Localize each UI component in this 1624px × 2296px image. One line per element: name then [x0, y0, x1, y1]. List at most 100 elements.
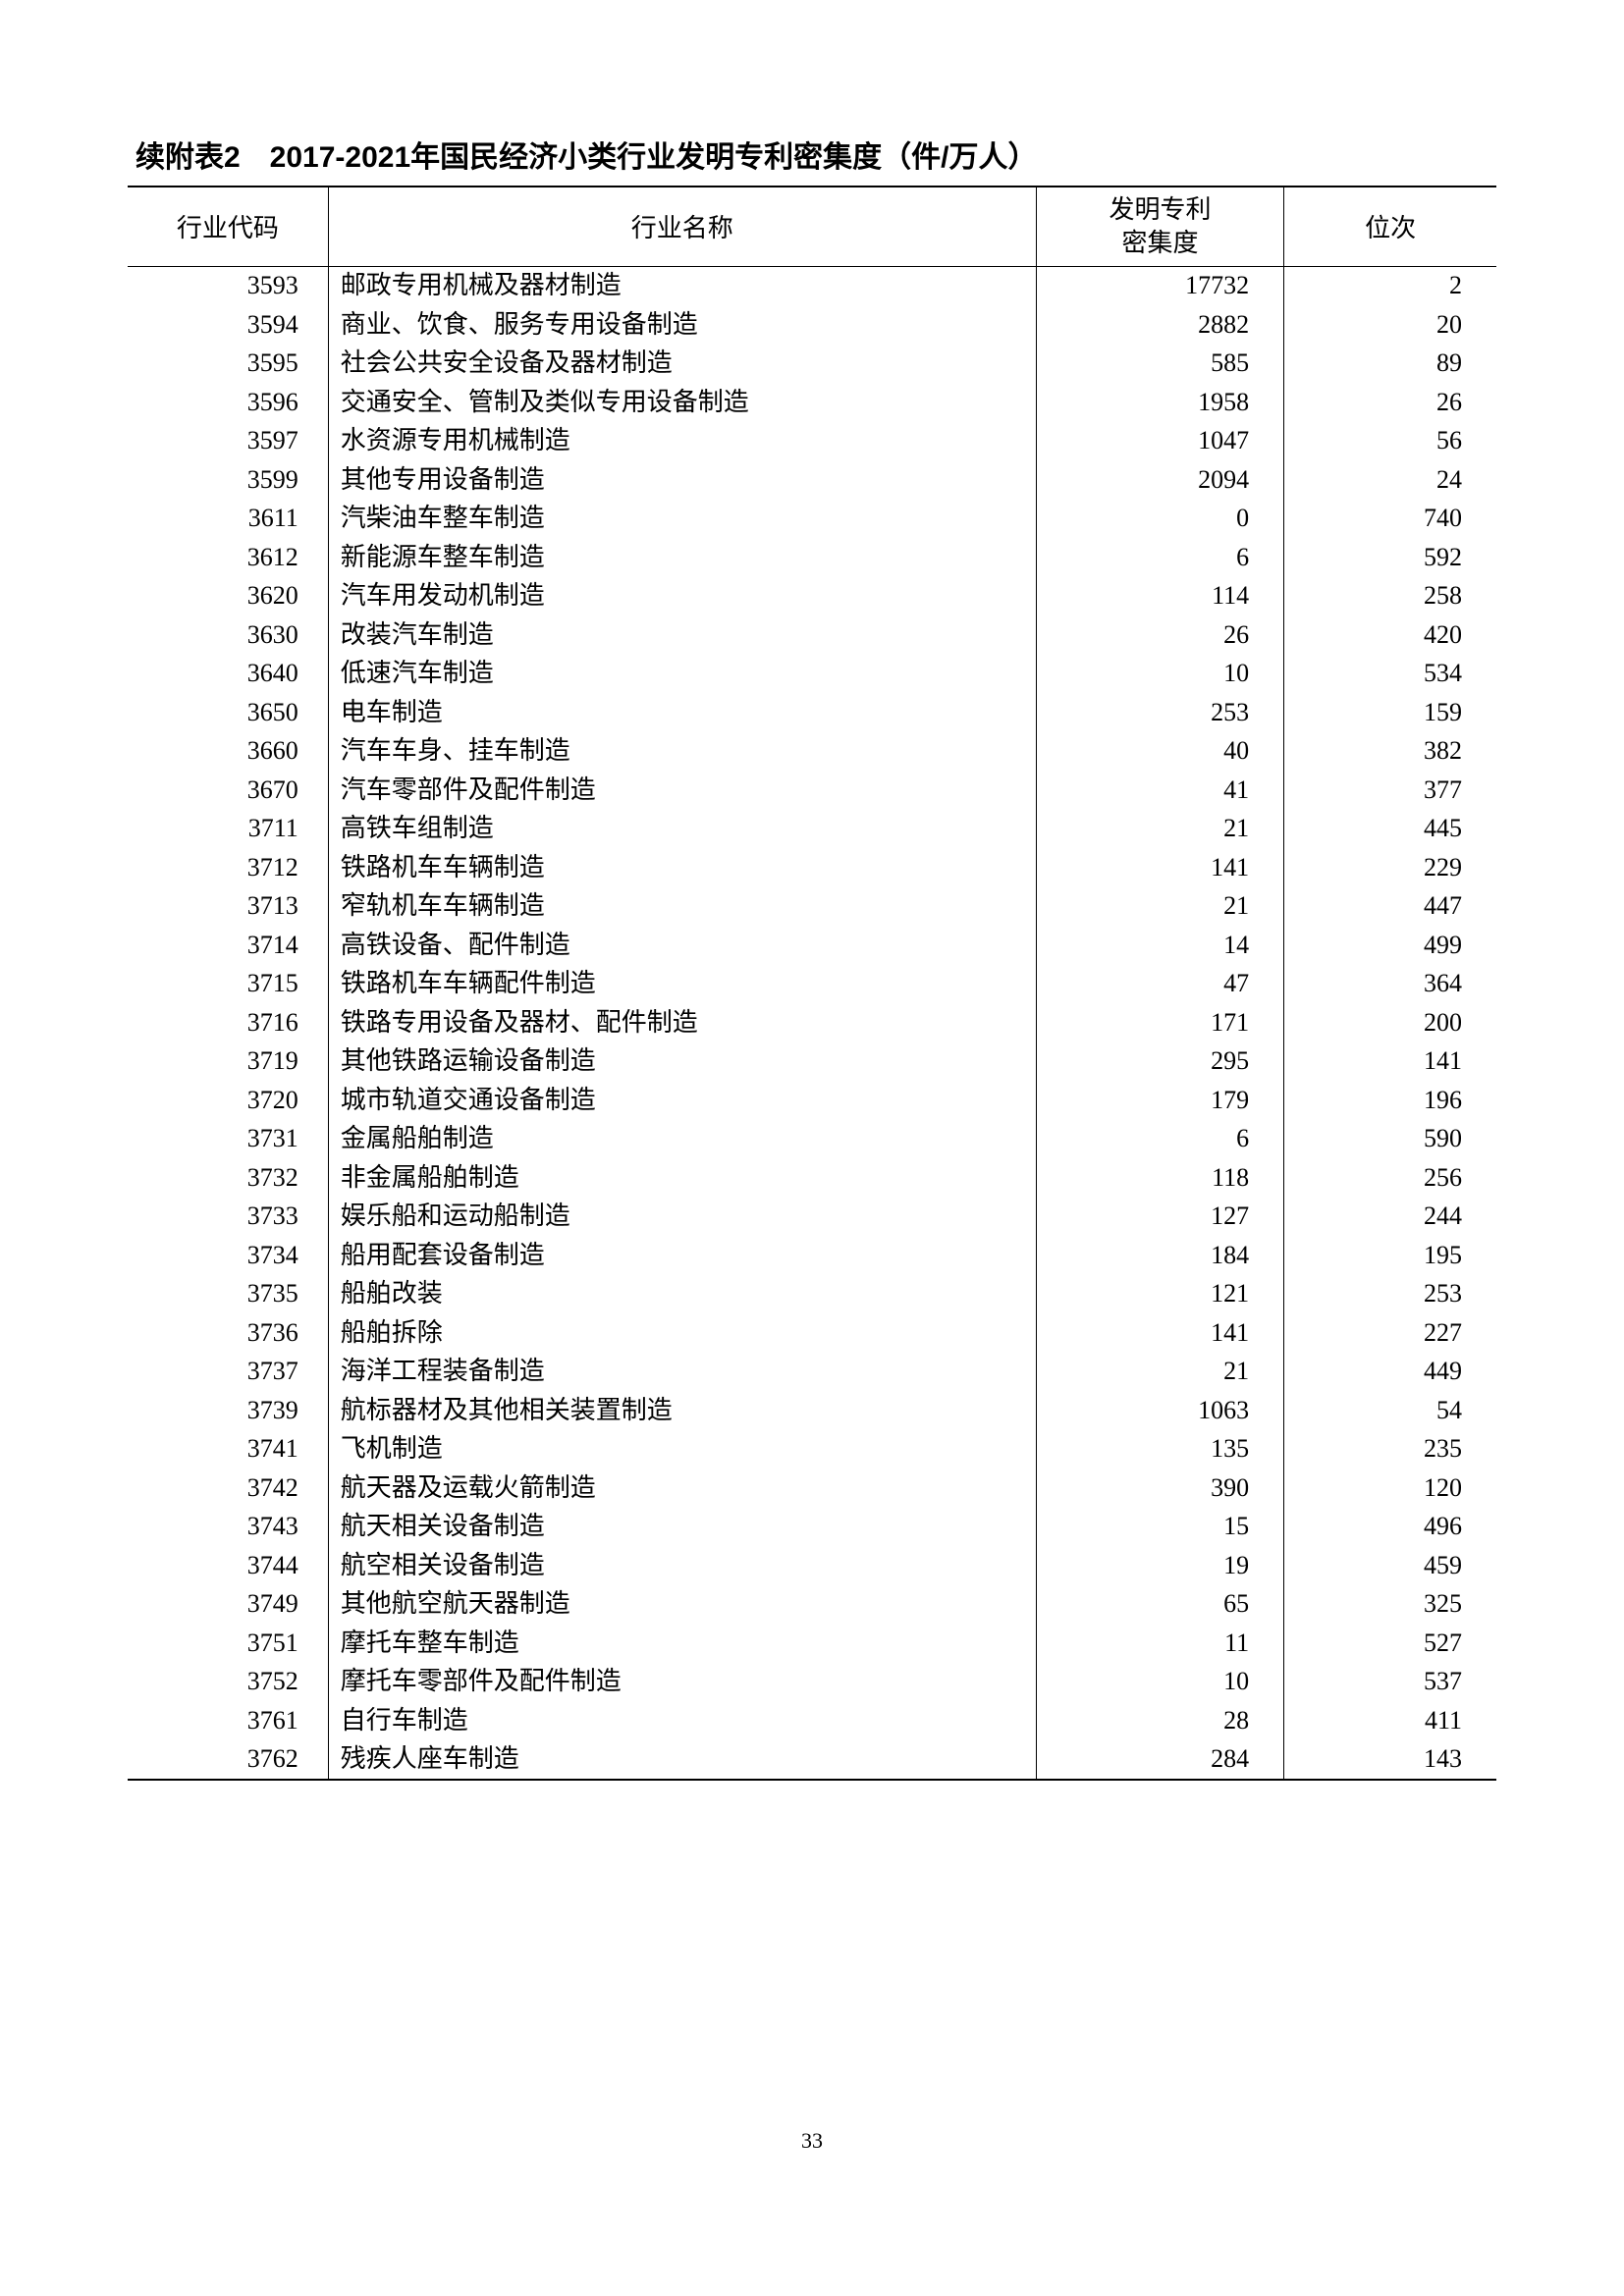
cell-name: 航标器材及其他相关装置制造: [328, 1391, 1036, 1430]
cell-density: 1063: [1036, 1391, 1283, 1430]
cell-density: 1958: [1036, 383, 1283, 422]
cell-rank: 195: [1284, 1236, 1496, 1275]
table-row: 3719其他铁路运输设备制造295141: [128, 1042, 1496, 1082]
header-density-line2: 密集度: [1121, 229, 1198, 257]
cell-rank: 382: [1284, 732, 1496, 772]
table-row: 3752摩托车零部件及配件制造10537: [128, 1663, 1496, 1702]
cell-density: 11: [1036, 1624, 1283, 1663]
table-row: 3630改装汽车制造26420: [128, 615, 1496, 655]
header-rank: 位次: [1284, 187, 1496, 266]
table-row: 3650电车制造253159: [128, 693, 1496, 732]
cell-rank: 2: [1284, 266, 1496, 305]
cell-rank: 527: [1284, 1624, 1496, 1663]
cell-code: 3742: [128, 1468, 328, 1508]
table-body: 3593邮政专用机械及器材制造1773223594商业、饮食、服务专用设备制造2…: [128, 266, 1496, 1780]
cell-rank: 235: [1284, 1430, 1496, 1469]
cell-name: 窄轨机车车辆制造: [328, 887, 1036, 927]
cell-code: 3735: [128, 1275, 328, 1314]
cell-name: 商业、饮食、服务专用设备制造: [328, 305, 1036, 345]
cell-rank: 411: [1284, 1701, 1496, 1740]
cell-density: 2094: [1036, 460, 1283, 500]
cell-rank: 89: [1284, 345, 1496, 384]
cell-code: 3731: [128, 1120, 328, 1159]
cell-code: 3736: [128, 1313, 328, 1353]
cell-density: 184: [1036, 1236, 1283, 1275]
cell-code: 3743: [128, 1508, 328, 1547]
cell-code: 3737: [128, 1353, 328, 1392]
table-row: 3744航空相关设备制造19459: [128, 1546, 1496, 1585]
table-row: 3736船舶拆除141227: [128, 1313, 1496, 1353]
cell-density: 585: [1036, 345, 1283, 384]
cell-rank: 449: [1284, 1353, 1496, 1392]
cell-name: 娱乐船和运动船制造: [328, 1198, 1036, 1237]
table-row: 3739航标器材及其他相关装置制造106354: [128, 1391, 1496, 1430]
page-container: 续附表2 2017-2021年国民经济小类行业发明专利密集度（件/万人） 行业代…: [0, 0, 1624, 1781]
cell-rank: 200: [1284, 1003, 1496, 1042]
cell-density: 21: [1036, 887, 1283, 927]
cell-density: 6: [1036, 538, 1283, 577]
cell-name: 改装汽车制造: [328, 615, 1036, 655]
cell-name: 新能源车整车制造: [328, 538, 1036, 577]
cell-rank: 120: [1284, 1468, 1496, 1508]
cell-density: 17732: [1036, 266, 1283, 305]
cell-code: 3714: [128, 926, 328, 965]
cell-name: 残疾人座车制造: [328, 1740, 1036, 1781]
table-row: 3742航天器及运载火箭制造390120: [128, 1468, 1496, 1508]
cell-code: 3752: [128, 1663, 328, 1702]
page-number: 33: [0, 2128, 1624, 2154]
cell-density: 14: [1036, 926, 1283, 965]
table-row: 3594商业、饮食、服务专用设备制造288220: [128, 305, 1496, 345]
cell-density: 0: [1036, 500, 1283, 539]
cell-code: 3599: [128, 460, 328, 500]
cell-rank: 496: [1284, 1508, 1496, 1547]
cell-name: 海洋工程装备制造: [328, 1353, 1036, 1392]
cell-code: 3630: [128, 615, 328, 655]
cell-rank: 54: [1284, 1391, 1496, 1430]
cell-name: 非金属船舶制造: [328, 1158, 1036, 1198]
cell-density: 28: [1036, 1701, 1283, 1740]
cell-rank: 141: [1284, 1042, 1496, 1082]
table-row: 3620汽车用发动机制造114258: [128, 577, 1496, 616]
cell-density: 295: [1036, 1042, 1283, 1082]
cell-name: 水资源专用机械制造: [328, 422, 1036, 461]
cell-code: 3734: [128, 1236, 328, 1275]
cell-rank: 499: [1284, 926, 1496, 965]
cell-name: 铁路机车车辆制造: [328, 848, 1036, 887]
cell-name: 邮政专用机械及器材制造: [328, 266, 1036, 305]
cell-code: 3739: [128, 1391, 328, 1430]
cell-code: 3762: [128, 1740, 328, 1781]
cell-name: 金属船舶制造: [328, 1120, 1036, 1159]
cell-code: 3711: [128, 810, 328, 849]
cell-name: 汽柴油车整车制造: [328, 500, 1036, 539]
cell-code: 3712: [128, 848, 328, 887]
table-row: 3599其他专用设备制造209424: [128, 460, 1496, 500]
cell-code: 3720: [128, 1081, 328, 1120]
cell-code: 3716: [128, 1003, 328, 1042]
cell-density: 121: [1036, 1275, 1283, 1314]
cell-code: 3713: [128, 887, 328, 927]
cell-name: 低速汽车制造: [328, 655, 1036, 694]
cell-name: 电车制造: [328, 693, 1036, 732]
cell-rank: 459: [1284, 1546, 1496, 1585]
table-row: 3720城市轨道交通设备制造179196: [128, 1081, 1496, 1120]
cell-name: 高铁设备、配件制造: [328, 926, 1036, 965]
cell-code: 3650: [128, 693, 328, 732]
table-row: 3732非金属船舶制造118256: [128, 1158, 1496, 1198]
table-row: 3713窄轨机车车辆制造21447: [128, 887, 1496, 927]
cell-density: 21: [1036, 1353, 1283, 1392]
cell-name: 汽车用发动机制造: [328, 577, 1036, 616]
cell-density: 41: [1036, 771, 1283, 810]
cell-density: 65: [1036, 1585, 1283, 1625]
cell-code: 3595: [128, 345, 328, 384]
cell-rank: 143: [1284, 1740, 1496, 1781]
cell-name: 高铁车组制造: [328, 810, 1036, 849]
cell-rank: 253: [1284, 1275, 1496, 1314]
cell-rank: 159: [1284, 693, 1496, 732]
cell-density: 21: [1036, 810, 1283, 849]
header-code: 行业代码: [128, 187, 328, 266]
cell-name: 其他航空航天器制造: [328, 1585, 1036, 1625]
cell-rank: 56: [1284, 422, 1496, 461]
patent-density-table: 行业代码 行业名称 发明专利 密集度 位次 3593邮政专用机械及器材制造177…: [128, 186, 1496, 1781]
table-row: 3711高铁车组制造21445: [128, 810, 1496, 849]
table-row: 3749其他航空航天器制造65325: [128, 1585, 1496, 1625]
